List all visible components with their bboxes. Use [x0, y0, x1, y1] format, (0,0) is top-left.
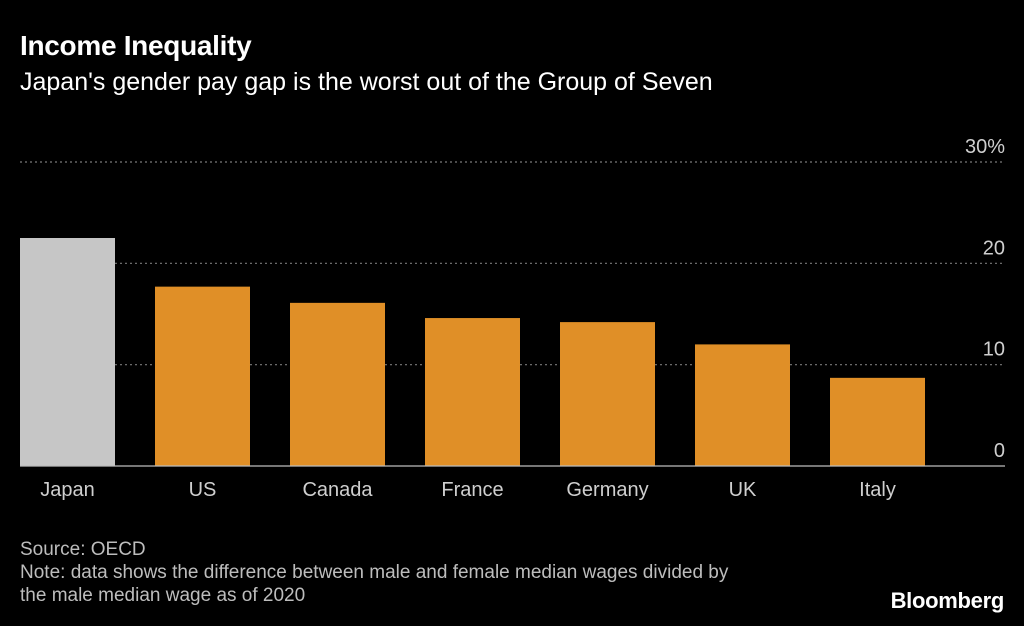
x-tick-label: Germany — [566, 479, 648, 501]
bar-us — [155, 286, 250, 466]
bar-germany — [560, 322, 655, 466]
x-tick-label: Canada — [302, 479, 373, 501]
chart-footer: Source: OECD Note: data shows the differ… — [20, 538, 728, 607]
chart-title: Income Inequality — [20, 30, 252, 61]
bar-canada — [290, 302, 385, 466]
bar-japan — [20, 238, 115, 466]
chart-subtitle: Japan's gender pay gap is the worst out … — [20, 68, 713, 96]
source-note: Source: OECD — [20, 539, 146, 560]
x-tick-label: Italy — [859, 479, 896, 501]
bar-italy — [830, 377, 925, 466]
bar-chart: 0 10 20 30% Japan US Canada France Germany UK Ital… — [20, 136, 1005, 501]
bar-france — [425, 318, 520, 466]
note-line-1: Note: data shows the difference between … — [20, 562, 729, 583]
note-line-2: the male median wage as of 2020 — [20, 585, 306, 606]
x-tick-label: US — [189, 479, 217, 501]
y-tick-label: 30% — [965, 136, 1005, 158]
x-tick-label: UK — [729, 479, 757, 501]
y-tick-label: 0 — [994, 440, 1005, 462]
x-tick-label: Japan — [40, 479, 95, 501]
bloomberg-logo: Bloomberg — [890, 588, 1005, 613]
y-tick-label: 20 — [983, 237, 1005, 259]
y-tick-label: 10 — [983, 339, 1005, 361]
x-tick-label: France — [441, 479, 503, 501]
bar-uk — [695, 344, 790, 466]
